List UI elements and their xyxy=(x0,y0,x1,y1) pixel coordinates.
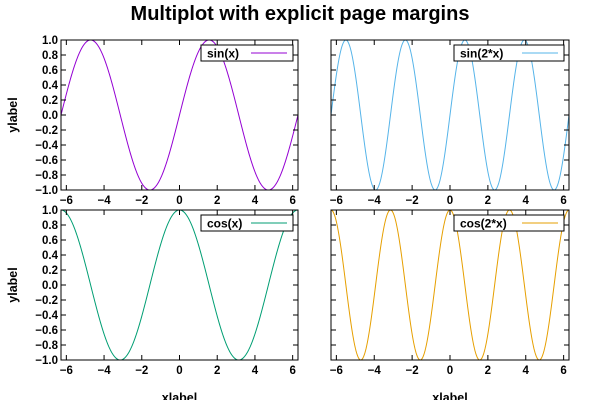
x-tick-label: −6 xyxy=(330,365,343,377)
y-tick-label: 0.4 xyxy=(42,250,59,262)
x-tick-label: 2 xyxy=(214,365,220,377)
y-tick-label: −1.0 xyxy=(35,185,58,197)
y-tick-label: −0.2 xyxy=(35,125,58,137)
y-tick-label: 0.0 xyxy=(42,110,58,122)
series-line-0 xyxy=(330,209,570,361)
x-tick-label: 0 xyxy=(176,365,182,377)
plot-frame xyxy=(330,209,570,361)
y-tick-label: 1.0 xyxy=(42,205,58,217)
legend-label: sin(2*x) xyxy=(460,47,503,61)
x-tick-label: 0 xyxy=(447,195,453,207)
panel-sin(x): 1.0 0.8 0.6 0.4 0.2 0.0 −0.2 −0.4 −0.6 −0.8 −1.0−6… xyxy=(6,35,299,207)
x-tick-label: 6 xyxy=(560,365,566,377)
x-tick-label: 0 xyxy=(176,195,182,207)
legend: cos(x) xyxy=(200,214,294,232)
y-tick-label: −0.6 xyxy=(35,155,58,167)
y-tick-label: −0.2 xyxy=(35,295,58,307)
x-tick-label: −2 xyxy=(135,365,148,377)
y-axis-label: ylabel xyxy=(6,97,20,132)
x-tick-label: 4 xyxy=(523,195,530,207)
y-tick-label: −1.0 xyxy=(35,355,58,367)
legend: sin(2*x) xyxy=(453,44,565,62)
panel-cos(x): 1.0 0.8 0.6 0.4 0.2 0.0 −0.2 −0.4 −0.6 −0.8 −1.0−6… xyxy=(6,205,299,400)
x-tick-label: −4 xyxy=(97,365,111,377)
y-tick-label: 0.4 xyxy=(42,80,59,92)
y-tick-label: 0.2 xyxy=(42,95,58,107)
legend-label: cos(x) xyxy=(207,217,242,231)
y-tick-label: −0.8 xyxy=(35,170,58,182)
legend-box xyxy=(453,44,565,62)
x-tick-label: −6 xyxy=(60,365,73,377)
x-tick-label: 6 xyxy=(289,195,295,207)
series-line-0 xyxy=(60,39,299,191)
x-tick-label: 2 xyxy=(485,195,491,207)
x-tick-label: 4 xyxy=(252,195,259,207)
x-tick-label: 0 xyxy=(447,365,453,377)
x-tick-label: −4 xyxy=(368,195,382,207)
y-tick-label: 0.6 xyxy=(42,235,58,247)
x-tick-label: −4 xyxy=(368,365,382,377)
figure-title: Multiplot with explicit page margins xyxy=(131,3,470,25)
x-tick-label: −4 xyxy=(97,195,111,207)
y-tick-label: 0.2 xyxy=(42,265,58,277)
panel-sin(2x): −6 −4 −2 0 2 4 6 sin(2*x) xyxy=(330,39,570,207)
x-tick-label: 6 xyxy=(289,365,295,377)
y-axis-label: ylabel xyxy=(6,267,20,302)
panels: 1.00.80.60.40.20.0−0.2−0.4−0.6−0.8−1.0−6… xyxy=(6,35,570,400)
legend: cos(2*x) xyxy=(453,214,565,232)
y-tick-label: 0.8 xyxy=(42,50,59,62)
legend-label: sin(x) xyxy=(207,47,239,61)
y-tick-label: 1.0 xyxy=(42,35,58,47)
y-tick-label: 0.0 xyxy=(42,280,58,292)
legend: sin(x) xyxy=(200,44,294,62)
x-axis-label: xlabel xyxy=(162,391,197,400)
y-tick-label: −0.8 xyxy=(35,340,58,352)
panel-cos(2x): −6 −4 −2 0 2 4 6 xlabel cos(2*x) xyxy=(330,209,570,400)
x-tick-label: 2 xyxy=(214,195,220,207)
legend-box xyxy=(200,44,294,62)
x-tick-label: 6 xyxy=(560,195,566,207)
x-tick-label: 4 xyxy=(252,365,259,377)
series-line-0 xyxy=(60,209,299,361)
x-tick-label: −2 xyxy=(406,365,419,377)
y-tick-label: −0.4 xyxy=(35,310,58,322)
legend-label: cos(2*x) xyxy=(460,217,507,231)
y-tick-label: 0.6 xyxy=(42,65,58,77)
x-axis-label: xlabel xyxy=(432,391,467,400)
plot-frame xyxy=(60,209,299,361)
series-line-0 xyxy=(330,39,570,191)
x-tick-label: −2 xyxy=(406,195,419,207)
y-tick-label: −0.4 xyxy=(35,140,58,152)
x-tick-label: −2 xyxy=(135,195,148,207)
legend-box xyxy=(453,214,565,232)
x-tick-label: −6 xyxy=(330,195,343,207)
y-tick-label: 0.8 xyxy=(42,220,59,232)
x-tick-label: 2 xyxy=(485,365,491,377)
x-tick-label: −6 xyxy=(60,195,73,207)
legend-box xyxy=(200,214,294,232)
y-tick-label: −0.6 xyxy=(35,325,58,337)
x-tick-label: 4 xyxy=(523,365,530,377)
